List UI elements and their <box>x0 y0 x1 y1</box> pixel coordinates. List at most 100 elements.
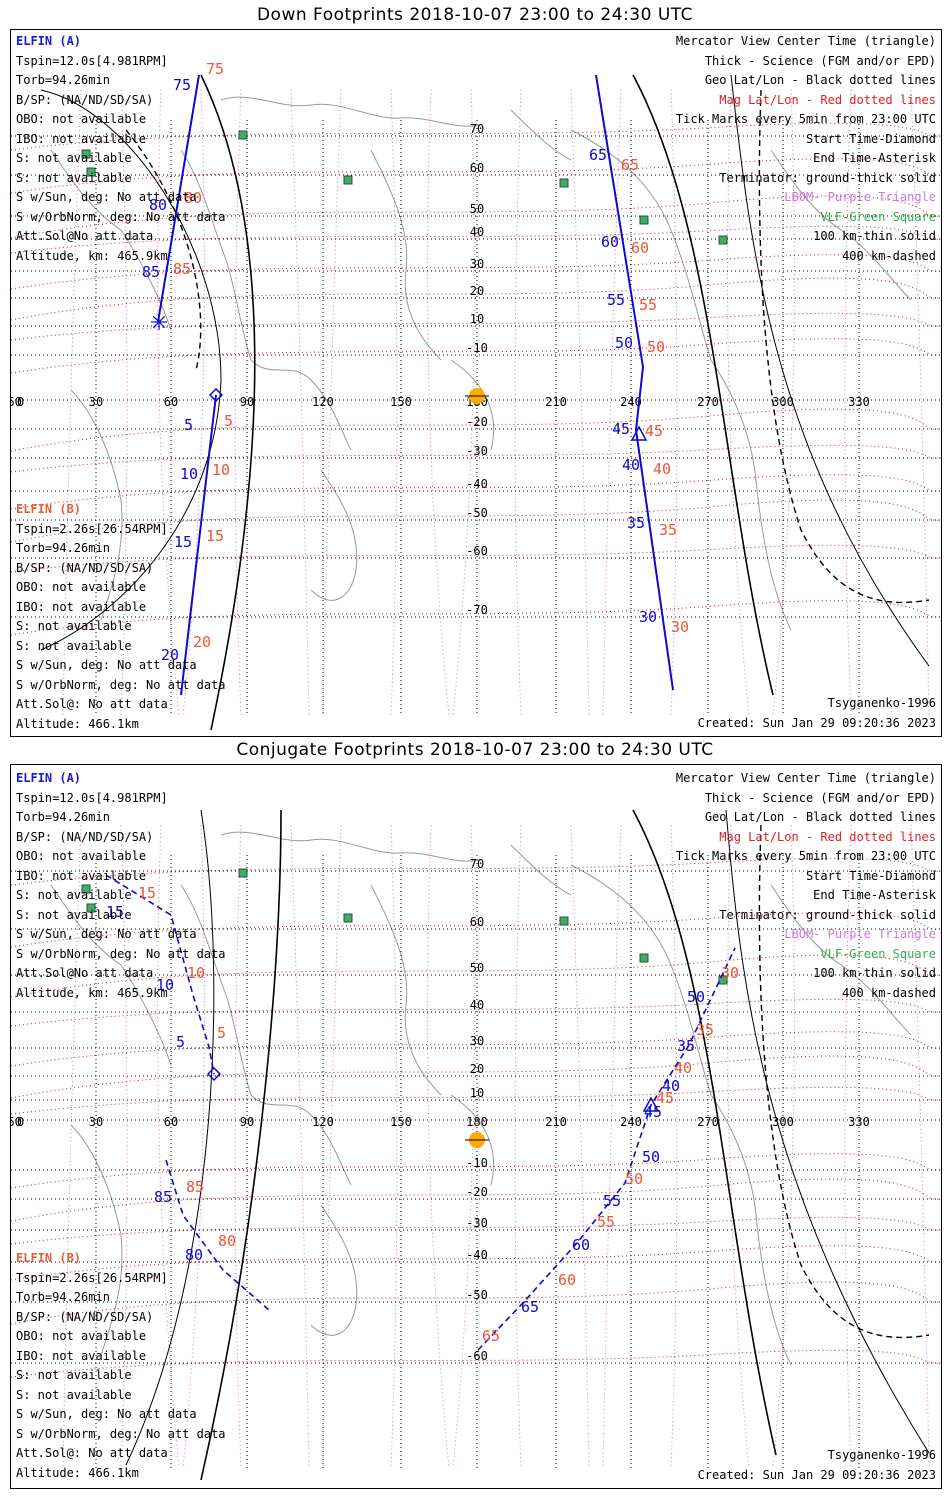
mag-meridian <box>390 824 398 1469</box>
legend-item: VLF-Green Square <box>820 946 936 961</box>
info-line: OBO: not available <box>16 849 147 863</box>
info-line: S w/OrbNorm, deg: No att data <box>16 946 226 961</box>
lat-tick: 10 <box>470 312 484 326</box>
elfin-b-tick-label: 30 <box>721 964 739 982</box>
mag-meridian <box>772 89 795 717</box>
mag-parallel <box>11 338 941 374</box>
info-line: B/SP: (NA/ND/SD/SA) <box>16 1309 154 1324</box>
elfin-a-tick-label: 10 <box>180 465 198 483</box>
elfin-b-tick-label: 55 <box>639 296 657 314</box>
elfin-a-tick-label: 30 <box>639 608 657 626</box>
mag-meridian <box>182 89 205 717</box>
lat-tick: -50 <box>466 1288 488 1302</box>
legend-item: Geo Lat/Lon - Black dotted lines <box>704 810 936 824</box>
elfin-a-tick-label: 65 <box>589 146 607 164</box>
info-line: S: not available <box>16 619 132 633</box>
lon-tick: 90 <box>240 1115 254 1129</box>
coastline <box>310 469 358 601</box>
legend-item: LBOM- Purple Triangle <box>784 927 936 941</box>
mag-parallel <box>11 1245 941 1281</box>
terminator-ground <box>632 74 774 696</box>
coastline <box>370 149 442 361</box>
legend-item: Terminator: ground-thick solid <box>719 170 936 185</box>
elfin-a-track <box>477 947 736 1351</box>
elfin-b-tick-label: 50 <box>625 1170 643 1188</box>
mag-parallel <box>11 1153 941 1189</box>
elfin-b-tick-label: 10 <box>212 461 230 479</box>
elfin-b-tick-label: 60 <box>631 239 649 257</box>
lon-tick: 90 <box>240 395 254 409</box>
elfin-b-tick-label: 65 <box>621 156 639 174</box>
lon-tick: 360 <box>11 1115 22 1129</box>
legend-item: 400 km-dashed <box>842 248 936 263</box>
legend-item: Geo Lat/Lon - Black dotted lines <box>704 73 936 87</box>
info-line: IBO: not available <box>16 868 147 883</box>
lat-tick: -20 <box>466 415 488 429</box>
mag-parallel <box>11 600 941 636</box>
lon-tick: 60 <box>164 395 178 409</box>
mag-meridian <box>290 824 310 1469</box>
elfin-a-tick-label: 20 <box>161 646 179 664</box>
center-triangle-icon <box>642 1096 660 1112</box>
mag-parallel <box>11 1031 941 1067</box>
lat-tick: -30 <box>466 444 488 458</box>
lat-tick: -30 <box>466 1216 488 1230</box>
elfin-a-tick-label: 10 <box>156 976 174 994</box>
mag-meridian <box>322 824 342 1469</box>
elfin-b-tick-label: 85 <box>173 260 191 278</box>
elfin-a-tick-label: 45 <box>644 1103 662 1121</box>
elfin-a-tick-label: 55 <box>603 1192 621 1210</box>
lon-tick: 120 <box>312 1115 334 1129</box>
info-line: OBO: not available <box>16 112 147 126</box>
mag-meridian <box>234 824 242 1469</box>
elfin-b-info: ELFIN (B) Tspin=2.26s[26.54RPM] Torb=94.… <box>16 1249 226 1483</box>
legend-item: Mag Lat/Lon - Red dotted lines <box>719 829 936 844</box>
elfin-a-tick-label: 15 <box>174 533 192 551</box>
lon-tick: 120 <box>312 395 334 409</box>
info-line: B/SP: (NA/ND/SD/SA) <box>16 560 154 575</box>
terminator-100km <box>725 809 930 1454</box>
terminator-ground <box>200 74 256 731</box>
info-line: S: not available <box>16 907 132 922</box>
lon-tick: 0 <box>17 1115 24 1129</box>
elfin-a-tick-label: 80 <box>149 196 167 214</box>
elfin-a-tick-label: 15 <box>106 903 124 921</box>
lon-tick: 180 <box>466 1115 488 1129</box>
elfin-b-tick-label: 35 <box>659 521 677 539</box>
coastline <box>450 359 495 451</box>
model-label: Tsyganenko-1996 <box>827 696 936 710</box>
lat-tick: 40 <box>470 225 484 239</box>
elfin-a-tick-label: 50 <box>687 988 705 1006</box>
lon-tick: 0 <box>17 395 24 409</box>
coastline <box>510 109 572 161</box>
info-line: Att.Sol@: No att data <box>16 697 168 711</box>
legend-item: Tick Marks every 5min from 23:00 UTC <box>675 112 936 126</box>
coastline <box>710 1094 792 1366</box>
elfin-b-tick-label: 55 <box>597 1213 615 1231</box>
lon-tick: 330 <box>848 1115 870 1129</box>
info-line: S: not available <box>16 1368 132 1382</box>
elfin-b-tick-label: 60 <box>558 1271 576 1289</box>
info-line: S w/Sun, deg: No att data <box>16 927 197 941</box>
coastline <box>370 884 442 1096</box>
elfin-a-track <box>595 74 674 691</box>
legend-item: 400 km-dashed <box>842 985 936 1000</box>
mag-meridian <box>452 89 475 717</box>
terminator-100km <box>125 809 215 1466</box>
created-label: Created: Sun Jan 29 09:20:36 2023 <box>697 1468 936 1482</box>
info-line: S w/Sun, deg: No att data <box>16 658 197 672</box>
info-line: Torb=94.26min <box>16 810 110 824</box>
lat-tick: -50 <box>466 506 488 520</box>
mag-meridian <box>514 824 522 1469</box>
vlf-station-icon <box>81 884 91 894</box>
info-line: Tspin=12.0s[4.981RPM] <box>16 790 168 805</box>
info-line: OBO: not available <box>16 1329 147 1343</box>
info-line: Tspin=12.0s[4.981RPM] <box>16 53 168 68</box>
lon-tick: 60 <box>164 1115 178 1129</box>
info-line: S w/OrbNorm, deg: No att data <box>16 1426 226 1441</box>
elfin-b-tick-label: 5 <box>224 412 233 430</box>
elfin-a-tick-label: 40 <box>622 456 640 474</box>
lat-tick: -40 <box>466 477 488 491</box>
terminator-400km <box>125 129 202 371</box>
info-line: S: not available <box>16 170 132 185</box>
